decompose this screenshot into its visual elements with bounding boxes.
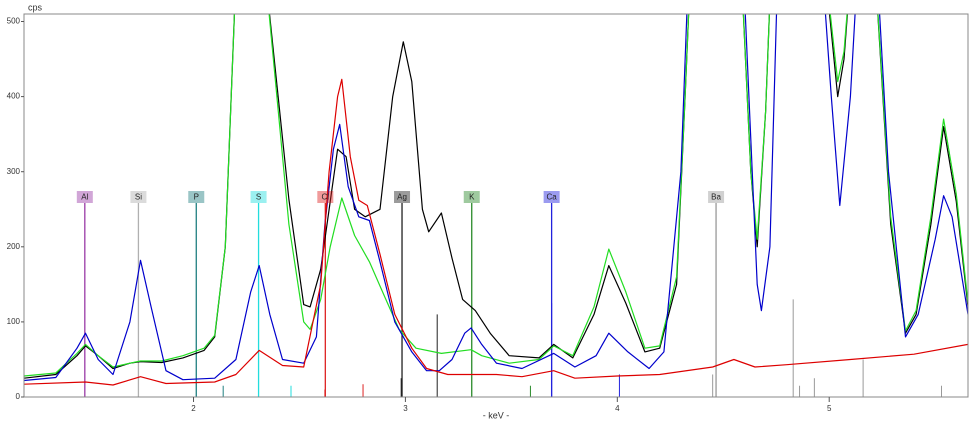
element-label-box bbox=[76, 191, 93, 203]
element-label-box bbox=[463, 191, 480, 203]
element-label: Al bbox=[81, 193, 88, 202]
element-label: Cl bbox=[322, 193, 330, 202]
element-label-box bbox=[317, 191, 334, 203]
element-label-box bbox=[543, 191, 560, 203]
y-tick-label: 400 bbox=[7, 92, 21, 101]
element-label: P bbox=[194, 193, 199, 202]
x-tick-label: 5 bbox=[827, 404, 832, 413]
x-tick-label: 4 bbox=[615, 404, 620, 413]
element-label-box bbox=[250, 191, 267, 203]
y-tick-label: 0 bbox=[16, 392, 21, 401]
spectrum-line bbox=[24, 14, 968, 377]
y-tick-label: 100 bbox=[7, 317, 21, 326]
y-tick-label: 500 bbox=[7, 17, 21, 26]
element-label: Ag bbox=[397, 193, 407, 202]
y-tick-label: 300 bbox=[7, 167, 21, 176]
y-tick-label: 200 bbox=[7, 242, 21, 251]
element-label-box bbox=[708, 191, 725, 203]
element-label: Ca bbox=[547, 193, 558, 202]
spectrum-line bbox=[24, 14, 968, 382]
spectrum-line bbox=[24, 14, 968, 379]
x-tick-label: 2 bbox=[191, 404, 196, 413]
plot-area bbox=[24, 14, 968, 397]
element-label-box bbox=[188, 191, 205, 203]
element-label: Si bbox=[135, 193, 142, 202]
x-axis-label: - keV - bbox=[483, 410, 510, 420]
element-label-box bbox=[394, 191, 411, 203]
element-label-box bbox=[130, 191, 147, 203]
y-unit: cps bbox=[28, 2, 43, 12]
element-label: K bbox=[469, 193, 475, 202]
plot-frame bbox=[23, 13, 969, 398]
x-tick-label: 3 bbox=[403, 404, 408, 413]
element-label: S bbox=[256, 193, 261, 202]
element-label: Ba bbox=[711, 193, 721, 202]
spectrum-line bbox=[24, 78, 968, 386]
